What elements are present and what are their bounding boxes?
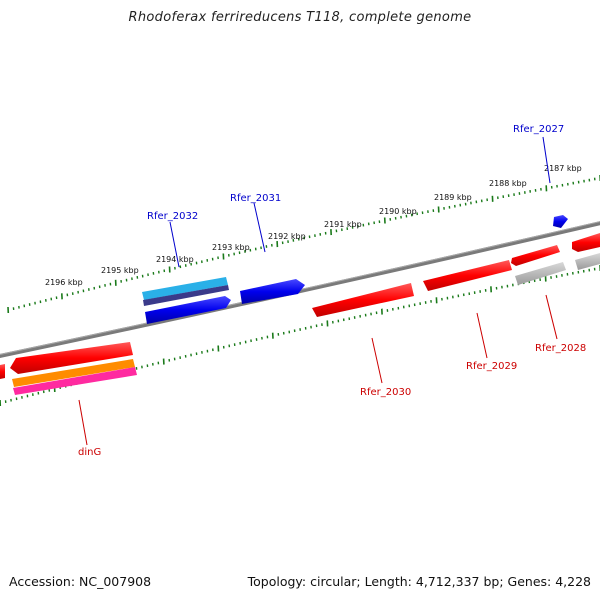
gene-rfer-2027[interactable]: [553, 215, 568, 228]
genome-info-label: Topology: circular; Length: 4,712,337 bp…: [247, 574, 591, 589]
inner-scale-ticks: [0, 265, 600, 407]
label-rfer-2031[interactable]: Rfer_2031: [230, 193, 281, 204]
gene-rfer-2032-a[interactable]: [142, 277, 228, 300]
scale-label-2187: 2187 kbp: [544, 164, 582, 173]
gene-rfer-2028-b[interactable]: [515, 262, 566, 285]
scale-label-2189: 2189 kbp: [434, 193, 472, 202]
label-rfer-2030[interactable]: Rfer_2030: [360, 387, 411, 398]
scale-label-2191: 2191 kbp: [324, 220, 362, 229]
gene-rfer-2028-a[interactable]: [511, 245, 560, 266]
gene-dinG-c[interactable]: [13, 367, 137, 395]
gene-rfer-2029[interactable]: [423, 260, 512, 291]
gene-rfer-2030[interactable]: [312, 283, 414, 317]
gene-dinG-b[interactable]: [12, 359, 135, 387]
scale-label-2196: 2196 kbp: [45, 278, 83, 287]
label-dinG[interactable]: dinG: [78, 447, 101, 458]
scale-label-2192: 2192 kbp: [268, 232, 306, 241]
accession-label: Accession: NC_007908: [9, 574, 152, 589]
gene-right-edge-a[interactable]: [572, 233, 600, 252]
scale-label-2190: 2190 kbp: [379, 207, 417, 216]
gene-right-edge-b[interactable]: [575, 253, 600, 270]
scale-label-2195: 2195 kbp: [101, 266, 139, 275]
scale-label-2188: 2188 kbp: [489, 179, 527, 188]
gene-left-edge[interactable]: [0, 364, 5, 379]
label-rfer-2032[interactable]: Rfer_2032: [147, 211, 198, 222]
gene-dinG-a[interactable]: [10, 342, 133, 374]
gene-forward-c[interactable]: [145, 296, 231, 324]
map-title: Rhodoferax ferrireducens T118, complete …: [128, 10, 472, 25]
gene-rfer-2031[interactable]: [240, 279, 305, 304]
label-rfer-2028[interactable]: Rfer_2028: [535, 343, 586, 354]
label-rfer-2027[interactable]: Rfer_2027: [513, 124, 564, 135]
scale-label-2194: 2194 kbp: [156, 255, 194, 264]
scale-label-2193: 2193 kbp: [212, 243, 250, 252]
label-rfer-2029[interactable]: Rfer_2029: [466, 361, 517, 372]
gene-rfer-2032-b[interactable]: [143, 285, 229, 306]
outer-scale-ticks: [7, 175, 600, 314]
